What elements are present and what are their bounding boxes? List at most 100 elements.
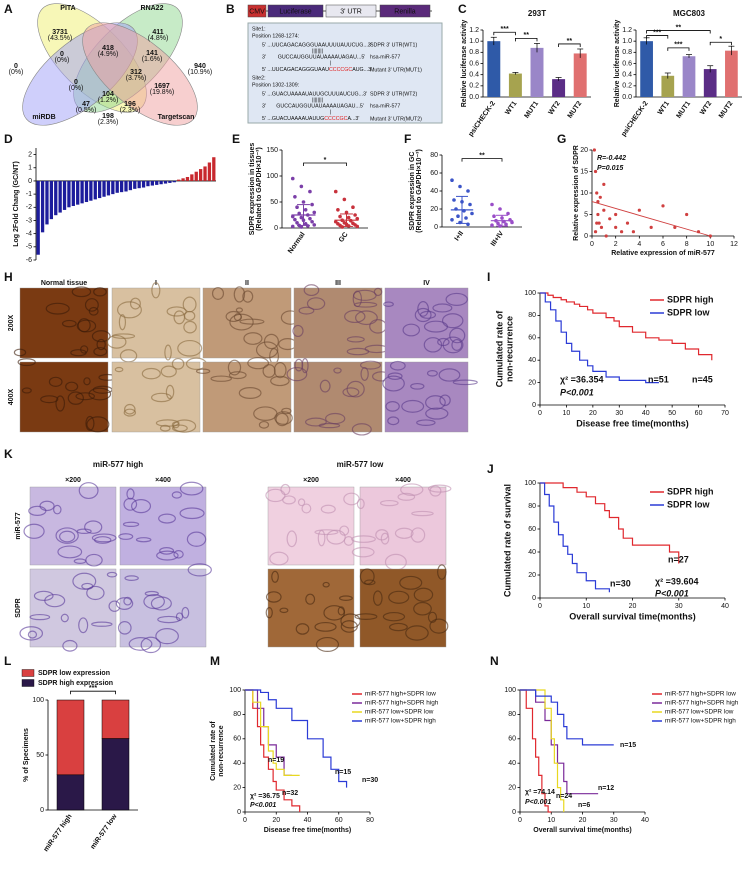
magnification-label: ×200: [65, 477, 81, 484]
x-tick-label: 30: [615, 410, 623, 417]
data-point: [450, 218, 454, 222]
wt-name: SDPR 3' UTR(WT2): [370, 91, 417, 97]
tissue-texture: [394, 527, 414, 539]
panel-label: N: [490, 654, 499, 668]
x-tick-label: MUT2: [567, 100, 584, 120]
tissue-texture: [29, 613, 51, 621]
mutant-part: A...3': [347, 116, 359, 122]
tissue-texture: [294, 358, 304, 372]
venn-percent: (0.5%): [76, 107, 97, 114]
tissue-texture: [306, 297, 326, 310]
tissue-texture: [85, 553, 103, 567]
tissue-texture: [83, 377, 91, 386]
mutant-part: 5' ...GUACUAAAAUAUUG: [262, 116, 324, 122]
data-point: [308, 216, 312, 221]
tissue-texture: [397, 492, 416, 501]
venn-count: 0: [60, 51, 64, 58]
tissue-texture: [183, 320, 197, 334]
x-tick-label: 6: [661, 241, 665, 248]
tissue-texture: [281, 407, 292, 415]
tissue-texture: [286, 366, 308, 382]
data-point: [466, 189, 470, 193]
tissue-texture: [389, 360, 406, 371]
data-point: [470, 211, 474, 216]
tissue-image: [293, 287, 383, 359]
tissue-texture: [411, 510, 434, 517]
tissue-texture: [280, 483, 291, 496]
tissue-texture: [320, 504, 336, 514]
venn-count: 141: [146, 50, 158, 57]
data-point: [450, 178, 454, 182]
bar: [552, 79, 566, 97]
bar: [212, 157, 216, 181]
tissue-texture: [265, 591, 282, 603]
y-tick-label: 0.2: [469, 83, 479, 90]
tissue-texture: [117, 621, 132, 635]
venn-percent: (3.7%): [126, 75, 147, 82]
mutant-name: Mutant 3' UTR(MUT2): [370, 116, 422, 122]
tissue-texture: [238, 387, 262, 399]
tissue-texture: [305, 593, 316, 605]
tissue-image: [202, 361, 292, 433]
tissue-texture: [346, 380, 365, 398]
data-point: [490, 202, 494, 207]
tissue-texture: [229, 313, 254, 331]
tissue-texture: [343, 492, 360, 506]
vector-part: [247, 4, 267, 18]
y-tick-label: 5: [584, 211, 588, 218]
significance-bracket: [493, 31, 516, 36]
vector-part-label: CMV: [249, 8, 265, 15]
tissue-texture: [419, 310, 437, 319]
tissue-image: [359, 486, 447, 566]
sequence-box: [247, 22, 443, 124]
tissue-texture: [225, 310, 242, 323]
annotation: P<0.001: [655, 588, 689, 598]
x-tick-label: 20: [629, 603, 637, 610]
tissue-texture: [380, 532, 390, 545]
group-label: miR-577 low: [337, 460, 384, 469]
bar: [682, 56, 696, 97]
venn-percent: (19.8%): [150, 89, 175, 96]
data-point: [619, 230, 624, 234]
tissue-texture: [128, 637, 153, 651]
pairing: ||||||||: [312, 97, 323, 103]
significance-label: **: [523, 32, 529, 39]
bar: [203, 166, 207, 181]
panel-label: K: [4, 447, 13, 461]
mirna-sequence: 3' GUCCAUGGUUAUAAAAUAGAU...5': [262, 103, 364, 109]
legend-label: SDPR high: [667, 486, 714, 496]
tissue-texture: [61, 319, 77, 328]
data-point: [355, 216, 360, 221]
data-point: [306, 224, 310, 228]
x-tick-label: 60: [695, 410, 703, 417]
tissue-texture: [426, 369, 438, 377]
tissue-texture: [292, 324, 304, 338]
data-point: [336, 208, 340, 212]
survival-curve: [245, 689, 301, 812]
y-tick-label: 40: [430, 188, 438, 195]
tissue-texture: [388, 590, 410, 604]
tissue-texture: [340, 620, 358, 633]
site-label: Site1:: [252, 26, 266, 32]
tissue-texture: [88, 306, 99, 316]
panel-label: A: [4, 2, 13, 16]
y-tick-label: -2: [26, 204, 32, 211]
x-tick-label: psiCHECK-2: [620, 100, 649, 138]
y-tick-label: 100: [504, 687, 516, 694]
tissue-texture: [122, 521, 140, 528]
data-point: [599, 225, 604, 229]
venn-percent: (0%): [9, 69, 24, 76]
survival-curve: [540, 292, 713, 361]
pairing: ||||||||: [312, 48, 323, 54]
tissue-texture: [372, 590, 383, 606]
tissue-texture: [72, 572, 97, 590]
data-point: [661, 204, 665, 208]
tissue-texture: [413, 601, 432, 616]
tissue-texture: [275, 412, 289, 427]
y-tick-label: 20: [528, 379, 536, 386]
data-point: [346, 215, 351, 220]
y-tick-label: 60: [508, 736, 516, 743]
legend-label: SDPR high: [667, 294, 714, 304]
vector-part: [379, 4, 431, 18]
venn-count: 940: [194, 63, 206, 70]
